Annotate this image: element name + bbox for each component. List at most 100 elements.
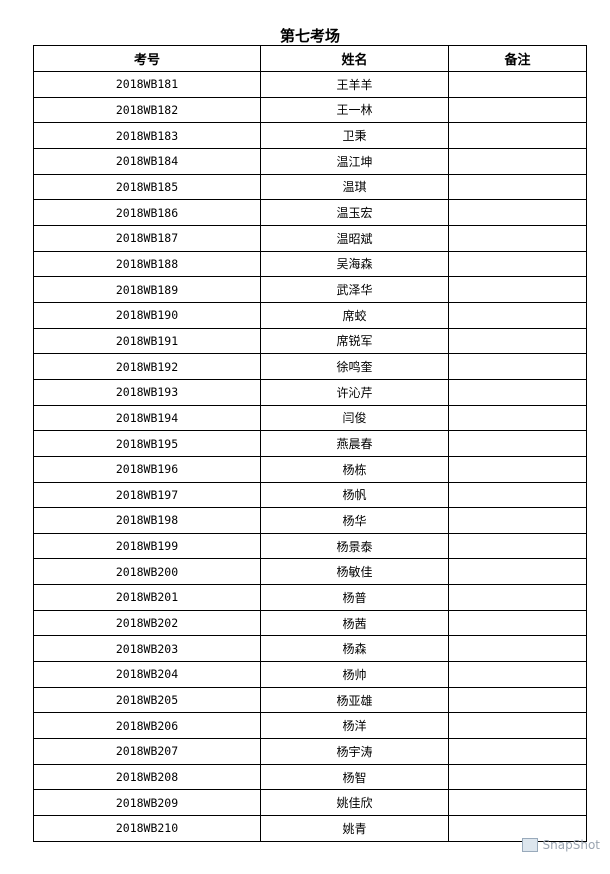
remarks-cell <box>448 712 587 740</box>
name-cell: 吴海森 <box>260 250 449 278</box>
table-row: 2018WB203 杨森 <box>33 635 587 663</box>
table-row: 2018WB206 杨洋 <box>33 712 587 740</box>
table-row: 2018WB184 温江坤 <box>33 147 587 175</box>
exam-number-cell: 2018WB196 <box>33 455 261 483</box>
table-row: 2018WB182 王一林 <box>33 96 587 124</box>
name-cell: 温江坤 <box>260 147 449 175</box>
table-row: 2018WB191 席锐军 <box>33 327 587 355</box>
table-row: 2018WB209 姚佳欣 <box>33 789 587 817</box>
remarks-cell <box>448 686 587 714</box>
table-row: 2018WB198 杨华 <box>33 507 587 534</box>
exam-number-cell: 2018WB186 <box>33 199 261 226</box>
remarks-cell <box>448 738 587 765</box>
remarks-cell <box>448 224 587 252</box>
exam-room-table: 考号 姓名 备注 2018WB181 王羊羊 2018WB182 王一林 2018WB1… <box>33 45 587 842</box>
name-cell: 杨森 <box>260 635 449 663</box>
remarks-cell <box>448 481 587 509</box>
remarks-cell <box>448 507 587 534</box>
remarks-cell <box>448 404 587 432</box>
name-cell: 杨智 <box>260 763 449 791</box>
name-cell: 杨亚雄 <box>260 686 449 714</box>
table-row: 2018WB187 温昭斌 <box>33 224 587 252</box>
exam-number-cell: 2018WB191 <box>33 327 261 355</box>
remarks-cell <box>448 455 587 483</box>
name-cell: 杨景泰 <box>260 532 449 560</box>
exam-number-cell: 2018WB193 <box>33 378 261 406</box>
column-header-name: 姓名 <box>260 45 449 72</box>
name-cell: 姚青 <box>260 815 449 842</box>
remarks-cell <box>448 609 587 637</box>
page-title: 第七考场 <box>279 27 340 45</box>
table-row: 2018WB207 杨宇涛 <box>33 738 587 765</box>
name-cell: 燕晨春 <box>260 430 449 457</box>
exam-number-cell: 2018WB208 <box>33 763 261 791</box>
remarks-cell <box>448 301 587 329</box>
remarks-cell <box>448 353 587 380</box>
table-row: 2018WB201 杨普 <box>33 584 587 611</box>
exam-number-cell: 2018WB204 <box>33 661 261 688</box>
table-row: 2018WB188 吴海森 <box>33 250 587 278</box>
remarks-cell <box>448 122 587 149</box>
table-row: 2018WB204 杨帅 <box>33 661 587 688</box>
table-row: 2018WB189 武泽华 <box>33 276 587 303</box>
exam-number-cell: 2018WB188 <box>33 250 261 278</box>
name-cell: 武泽华 <box>260 276 449 303</box>
table-row: 2018WB199 杨景泰 <box>33 532 587 560</box>
name-cell: 徐鸣奎 <box>260 353 449 380</box>
snapshot-watermark: SnapShot <box>521 838 600 852</box>
table-row: 2018WB205 杨亚雄 <box>33 686 587 714</box>
table-row: 2018WB185 温琪 <box>33 173 587 201</box>
table-row: 2018WB202 杨茜 <box>33 609 587 637</box>
table-row: 2018WB208 杨智 <box>33 763 587 791</box>
exam-number-cell: 2018WB198 <box>33 507 261 534</box>
remarks-cell <box>448 763 587 791</box>
exam-number-cell: 2018WB199 <box>33 532 261 560</box>
remarks-cell <box>448 327 587 355</box>
watermark-text: SnapShot <box>542 838 600 852</box>
table-row: 2018WB181 王羊羊 <box>33 71 587 98</box>
remarks-cell <box>448 789 587 817</box>
name-cell: 席蛟 <box>260 301 449 329</box>
name-cell: 杨敏佳 <box>260 558 449 586</box>
remarks-cell <box>448 635 587 663</box>
remarks-cell <box>448 199 587 226</box>
exam-number-cell: 2018WB210 <box>33 815 261 842</box>
remarks-cell <box>448 378 587 406</box>
remarks-cell <box>448 147 587 175</box>
column-header-remarks: 备注 <box>448 45 587 72</box>
name-cell: 闫俊 <box>260 404 449 432</box>
remarks-cell <box>448 532 587 560</box>
table-row: 2018WB210 姚青 <box>33 815 587 842</box>
remarks-cell <box>448 558 587 586</box>
table-row: 2018WB200 杨敏佳 <box>33 558 587 586</box>
snapshot-icon <box>521 838 538 852</box>
exam-number-cell: 2018WB203 <box>33 635 261 663</box>
name-cell: 温琪 <box>260 173 449 201</box>
exam-number-cell: 2018WB190 <box>33 301 261 329</box>
name-cell: 王一林 <box>260 96 449 124</box>
table-row: 2018WB194 闫俊 <box>33 404 587 432</box>
exam-number-cell: 2018WB197 <box>33 481 261 509</box>
exam-number-cell: 2018WB187 <box>33 224 261 252</box>
table-row: 2018WB190 席蛟 <box>33 301 587 329</box>
remarks-cell <box>448 276 587 303</box>
table-row: 2018WB183 卫秉 <box>33 122 587 149</box>
exam-number-cell: 2018WB184 <box>33 147 261 175</box>
remarks-cell <box>448 584 587 611</box>
table-row: 2018WB195 燕晨春 <box>33 430 587 457</box>
exam-number-cell: 2018WB202 <box>33 609 261 637</box>
exam-number-cell: 2018WB183 <box>33 122 261 149</box>
exam-number-cell: 2018WB185 <box>33 173 261 201</box>
exam-number-cell: 2018WB209 <box>33 789 261 817</box>
name-cell: 许沁芹 <box>260 378 449 406</box>
name-cell: 卫秉 <box>260 122 449 149</box>
exam-number-cell: 2018WB206 <box>33 712 261 740</box>
name-cell: 杨洋 <box>260 712 449 740</box>
remarks-cell <box>448 430 587 457</box>
remarks-cell <box>448 661 587 688</box>
exam-number-cell: 2018WB200 <box>33 558 261 586</box>
name-cell: 杨帆 <box>260 481 449 509</box>
name-cell: 杨华 <box>260 507 449 534</box>
remarks-cell <box>448 71 587 98</box>
name-cell: 杨茜 <box>260 609 449 637</box>
